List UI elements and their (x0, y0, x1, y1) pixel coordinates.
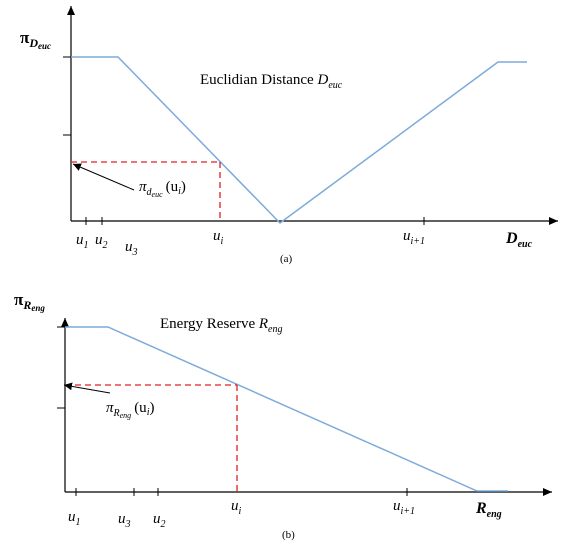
panel-a-tick-label-u2: u2 (95, 232, 108, 251)
panel-b-tick-label-ui1: ui+1 (393, 498, 415, 517)
panel-a-annotation-label: πdeuc (ui) (139, 179, 186, 199)
panel-a-tick-label-u1: u1 (76, 232, 89, 251)
panel-b-y-label: πReng (14, 290, 45, 313)
panel-a-caption: (a) (280, 253, 293, 265)
panel-a-tick-label-u3: u3 (125, 239, 138, 258)
panel-b-x-label: Reng (475, 500, 502, 520)
panel-a-title: Euclidian Distance Deuc (200, 72, 343, 91)
panel-a-tick-label-ui1: ui+1 (403, 228, 425, 247)
panel-a-annotation-arrow (72, 163, 135, 191)
panel-b-annotation-arrow (63, 382, 111, 394)
panel-b-membership-curve (65, 326, 508, 492)
panel-a-tick-label-ui: ui (213, 228, 224, 247)
panel-a: πDeuc Euclidian Distance Deuc πdeuc (ui) … (20, 6, 558, 265)
panel-b-tick-label-u2: u2 (153, 511, 166, 530)
panel-b-tick-label-u3: u3 (118, 511, 131, 530)
panel-a-y-label: πDeuc (20, 28, 51, 51)
panel-b-caption: (b) (282, 529, 295, 541)
panel-b: πReng Energy Reserve Reng πReng (ui) u1 u… (14, 290, 552, 541)
panel-b-title: Energy Reserve Reng (160, 316, 282, 335)
panel-a-x-label: Deuc (505, 230, 533, 250)
panel-b-tick-label-ui: ui (231, 498, 242, 517)
panel-b-annotation-label: πReng (ui) (106, 400, 154, 420)
panel-b-tick-label-u1: u1 (68, 509, 81, 528)
panel-a-membership-curve (71, 56, 527, 224)
